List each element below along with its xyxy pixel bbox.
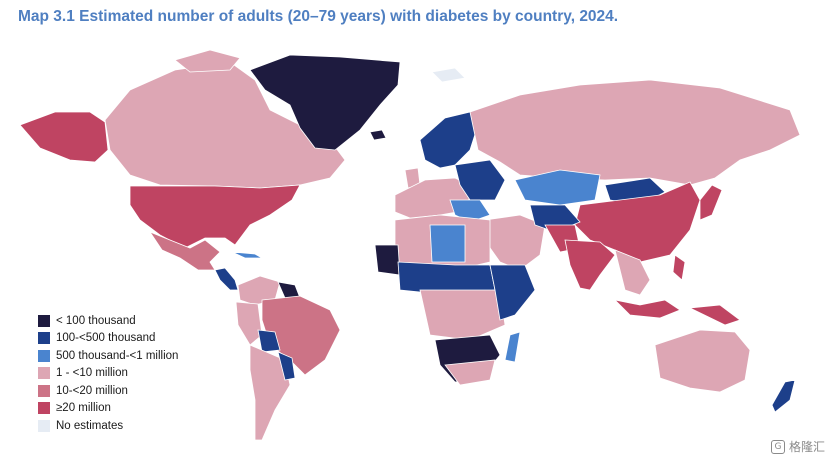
legend-swatch <box>38 419 50 432</box>
kazakhstan-shape <box>514 169 601 206</box>
legend-label: < 100 thousand <box>56 314 136 327</box>
southeast-asia-shape <box>614 249 651 296</box>
legend-label: No estimates <box>56 419 124 432</box>
legend-item: 1 - <10 million <box>38 365 178 383</box>
japan-shape <box>699 184 723 221</box>
usa-shape <box>129 184 301 249</box>
legend-swatch <box>38 367 50 380</box>
iceland-shape <box>369 129 387 141</box>
watermark-logo-icon: G <box>770 439 785 454</box>
russia-shape <box>469 79 801 186</box>
legend-item: ≥20 million <box>38 400 178 418</box>
legend-label: 500 thousand-<1 million <box>56 349 179 362</box>
map-title: Map 3.1 Estimated number of adults (20–7… <box>18 8 619 25</box>
legend-item: No estimates <box>38 417 178 435</box>
legend-label: 1 - <10 million <box>56 367 128 380</box>
new-zealand-shape <box>771 379 796 413</box>
west-africa-shape <box>374 244 401 276</box>
legend-item: 100-<500 thousand <box>38 330 178 348</box>
legend-swatch <box>38 384 50 397</box>
alaska-shape <box>19 111 109 163</box>
svalbard-shape <box>431 67 466 83</box>
africa-region <box>374 214 536 386</box>
north-america-region <box>19 49 346 291</box>
madagascar-shape <box>504 331 521 363</box>
mexico-shape <box>148 231 221 271</box>
indonesia-shape <box>613 299 681 319</box>
india-shape <box>564 239 616 291</box>
watermark-text: 格隆汇 <box>788 440 825 454</box>
libya-shape <box>429 224 466 263</box>
australia-shape <box>654 329 751 393</box>
png-shape <box>688 304 741 326</box>
scandinavia-shape <box>419 111 479 169</box>
oceania-region <box>654 329 796 413</box>
watermark: G 格隆汇 <box>770 438 825 455</box>
eastern-europe-shape <box>454 159 506 201</box>
china-shape <box>574 181 701 263</box>
south-africa-shape <box>444 359 496 386</box>
canada-shape <box>104 61 346 189</box>
balkans-shape <box>449 199 491 223</box>
legend-swatch <box>38 349 50 362</box>
canada-islands-shape <box>174 49 241 73</box>
legend-swatch <box>38 402 50 415</box>
guianas-shape <box>277 281 301 299</box>
caribbean-shape <box>231 251 264 259</box>
paraguay-uruguay-shape <box>277 351 296 381</box>
bolivia-shape <box>257 329 281 353</box>
legend-label: 100-<500 thousand <box>56 332 156 345</box>
map-legend: < 100 thousand 100-<500 thousand 500 tho… <box>38 312 178 435</box>
legend-item: 10-<20 million <box>38 382 178 400</box>
legend-label: ≥20 million <box>56 402 111 415</box>
legend-label: 10-<20 million <box>56 384 128 397</box>
europe-region <box>394 67 506 223</box>
legend-swatch <box>38 332 50 345</box>
east-africa-shape <box>489 264 536 321</box>
central-africa-shape <box>419 289 506 341</box>
philippines-shape <box>672 254 686 281</box>
legend-item: 500 thousand-<1 million <box>38 347 178 365</box>
legend-item: < 100 thousand <box>38 312 178 330</box>
south-america-region <box>235 275 341 441</box>
central-america-shape <box>214 267 239 291</box>
greenland-shape <box>249 54 401 151</box>
peru-shape <box>235 301 263 346</box>
legend-swatch <box>38 314 50 327</box>
asia-region <box>469 79 801 326</box>
